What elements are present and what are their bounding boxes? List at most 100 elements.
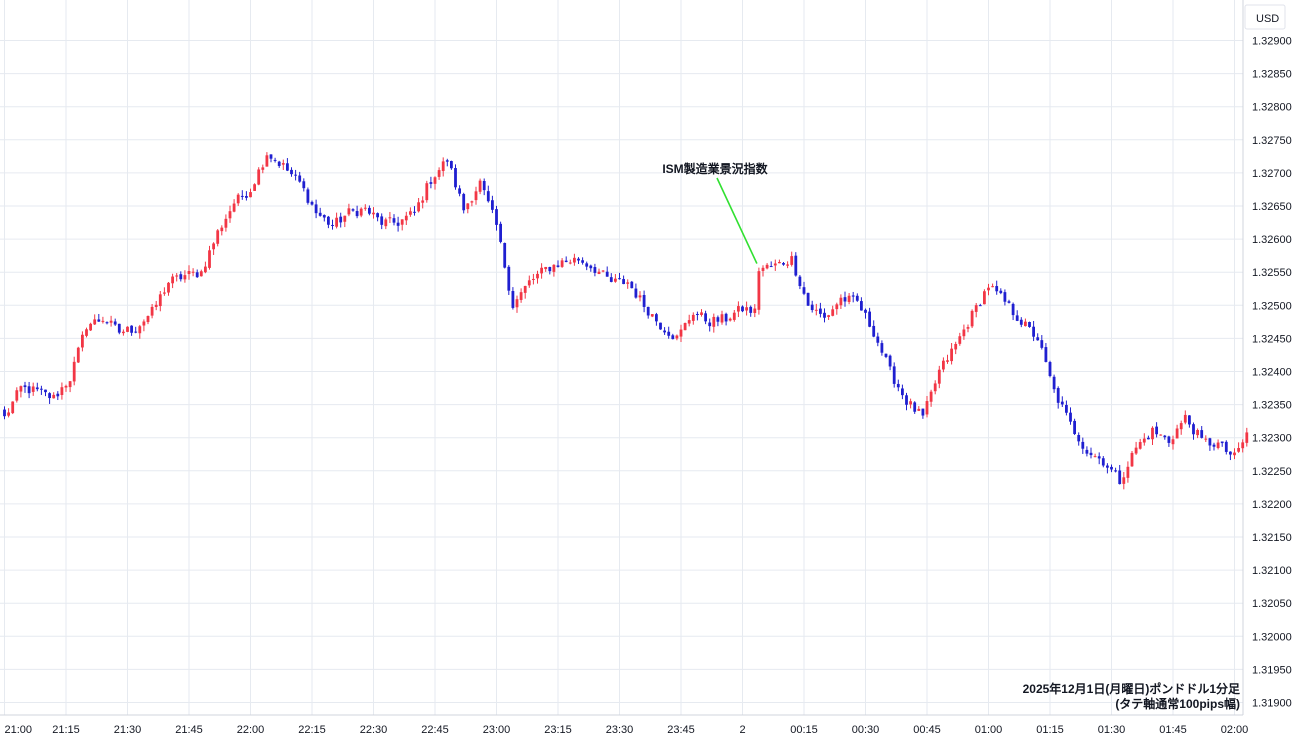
candle-body xyxy=(482,180,486,191)
x-tick-label: 01:00 xyxy=(975,724,1003,736)
candle-body xyxy=(966,327,970,329)
candle-body xyxy=(441,161,445,172)
candle-body xyxy=(761,267,765,271)
candle-body xyxy=(27,386,31,394)
candle-body xyxy=(614,278,617,282)
candle-body xyxy=(1159,434,1163,436)
candle-body xyxy=(1155,426,1158,435)
x-tick-label: 22:15 xyxy=(298,724,326,736)
candle-body xyxy=(413,211,416,213)
candle-body xyxy=(1183,414,1187,423)
candle-body xyxy=(93,319,97,325)
candle-body xyxy=(204,266,207,273)
candle-body xyxy=(23,385,27,388)
candle-body xyxy=(392,218,396,223)
x-tick-label: 2 xyxy=(739,724,745,736)
candle-body xyxy=(171,276,174,284)
candle-body xyxy=(134,331,138,333)
candle-body xyxy=(343,215,347,222)
candle-body xyxy=(1179,423,1183,430)
candle-body xyxy=(11,401,15,414)
candle-body xyxy=(605,271,609,277)
candle-body xyxy=(1089,452,1093,456)
candle-body xyxy=(712,316,716,327)
candle-body xyxy=(556,265,560,267)
candle-body xyxy=(507,266,511,291)
candle-body xyxy=(1060,401,1064,405)
candle-body xyxy=(404,215,408,221)
x-tick-label: 22:30 xyxy=(360,724,388,736)
candle-body xyxy=(216,230,220,244)
candle-body xyxy=(974,305,978,312)
y-tick-label: 1.31950 xyxy=(1252,664,1292,676)
candle-body xyxy=(704,313,707,322)
candle-body xyxy=(1101,458,1105,466)
candle-body xyxy=(552,264,556,272)
candle-body xyxy=(593,267,597,273)
candle-body xyxy=(855,295,859,301)
candle-body xyxy=(273,159,277,161)
candle-body xyxy=(802,287,806,294)
grid xyxy=(0,0,1243,715)
candle-body xyxy=(724,313,728,322)
candle-body xyxy=(819,308,822,314)
candle-body xyxy=(585,263,589,267)
y-tick-label: 1.32600 xyxy=(1252,234,1292,246)
candle-body xyxy=(1028,321,1031,327)
candle-body xyxy=(40,388,43,390)
candle-body xyxy=(351,209,355,211)
time-axis: 21:00 21:15 21:30 21:45 22:00 22:15 22:30 22:45… xyxy=(5,724,1249,736)
candle-body xyxy=(933,383,937,392)
candle-body xyxy=(396,222,400,226)
candle-body xyxy=(1097,456,1101,459)
candle-body xyxy=(732,312,736,320)
y-tick-label: 1.32900 xyxy=(1252,36,1292,48)
chart-caption-line1: 2025年12月1日(月曜日)ポンドドル1分足 xyxy=(1023,681,1240,696)
candle-body xyxy=(224,218,228,228)
candle-body xyxy=(1167,436,1171,443)
candle-body xyxy=(659,322,662,330)
y-tick-label: 1.32450 xyxy=(1252,333,1292,345)
candle-body xyxy=(901,388,904,396)
candle-body xyxy=(1196,430,1199,436)
candle-body xyxy=(532,278,535,280)
x-tick-label: 21:00 xyxy=(5,724,33,736)
candle-body xyxy=(1175,428,1179,439)
candle-body xyxy=(540,267,543,274)
candle-body xyxy=(1065,404,1068,413)
x-tick-label: 00:45 xyxy=(913,724,941,736)
candle-body xyxy=(909,401,912,405)
candle-body xyxy=(1085,449,1089,454)
currency-box[interactable] xyxy=(1244,4,1286,30)
candle-body xyxy=(409,211,412,215)
candle-body xyxy=(126,326,129,332)
candle-body xyxy=(630,281,634,289)
candle-body xyxy=(527,280,531,286)
candle-body xyxy=(544,266,548,270)
candle-body xyxy=(1192,424,1195,435)
y-tick-label: 1.32500 xyxy=(1252,300,1292,312)
candle-body xyxy=(1208,438,1212,446)
candle-body xyxy=(1241,442,1245,449)
candle-body xyxy=(458,188,461,194)
candle-body xyxy=(261,167,265,170)
candle-body xyxy=(105,322,109,324)
candle-body xyxy=(384,219,388,227)
candle-body xyxy=(7,412,10,416)
candle-body xyxy=(913,402,917,412)
candle-body xyxy=(19,386,23,392)
candle-body xyxy=(347,208,351,215)
candle-body xyxy=(683,323,687,331)
candle-body xyxy=(138,326,142,334)
candle-body xyxy=(790,256,794,265)
candle-body xyxy=(786,264,789,266)
candle-body xyxy=(577,258,580,261)
candle-body xyxy=(253,184,256,191)
candle-body xyxy=(228,211,232,219)
candle-body xyxy=(318,212,322,216)
candle-body xyxy=(167,282,170,293)
candle-body xyxy=(158,294,162,307)
candle-body xyxy=(113,321,117,325)
candle-body xyxy=(3,409,6,417)
candle-body xyxy=(937,369,941,384)
